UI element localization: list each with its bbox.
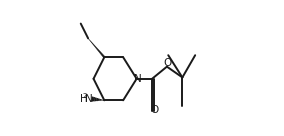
Text: 2: 2 <box>83 93 87 99</box>
Text: O: O <box>151 105 159 115</box>
Text: N: N <box>85 94 92 104</box>
Text: N: N <box>134 74 142 84</box>
Text: H: H <box>80 94 88 104</box>
Text: O: O <box>164 58 172 68</box>
Polygon shape <box>88 38 105 58</box>
